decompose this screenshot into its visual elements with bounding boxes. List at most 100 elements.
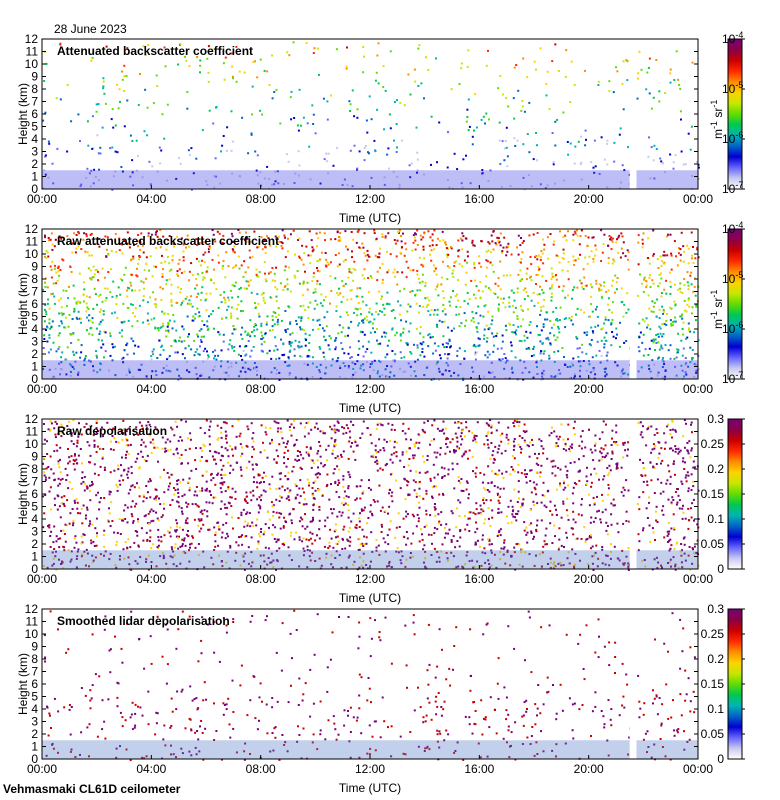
y-tick-label: 6 xyxy=(31,677,38,691)
y-tick-label: 7 xyxy=(31,475,38,489)
colorbar-tick-label: 0.15 xyxy=(701,677,725,691)
y-tick-label: 7 xyxy=(31,285,38,299)
y-tick-label: 5 xyxy=(31,690,38,704)
x-tick-label: 08:00 xyxy=(246,192,276,206)
colorbar-tick-label: 0 xyxy=(717,752,724,766)
y-tick-label: 12 xyxy=(25,32,39,46)
colorbar-tick-label: 10-5 xyxy=(722,80,743,96)
y-tick-label: 3 xyxy=(31,335,38,349)
y-tick-label: 0 xyxy=(31,562,38,576)
y-tick-label: 12 xyxy=(25,222,39,236)
colorbar-tick-label: 0.15 xyxy=(701,487,725,501)
heatmap-texture xyxy=(42,609,698,761)
y-tick-label: 10 xyxy=(25,627,39,641)
x-tick-label: 00:00 xyxy=(683,192,713,206)
colorbar xyxy=(727,38,743,190)
x-axis-label: Time (UTC) xyxy=(339,781,401,795)
y-tick-label: 11 xyxy=(26,615,39,629)
x-tick-label: 08:00 xyxy=(246,762,276,776)
footer-label: Vehmasmaki CL61D ceilometer xyxy=(3,782,181,796)
y-tick-label: 10 xyxy=(25,247,39,261)
x-tick-label: 00:00 xyxy=(27,382,57,396)
x-tick-label: 20:00 xyxy=(574,382,604,396)
plot-area xyxy=(42,609,698,759)
colorbar-tick-label: 0.25 xyxy=(701,627,725,641)
x-tick-label: 00:00 xyxy=(683,762,713,776)
x-tick-label: 00:00 xyxy=(27,192,57,206)
x-tick-label: 16:00 xyxy=(464,192,494,206)
y-tick-label: 4 xyxy=(31,702,38,716)
panel-title: Raw depolarisation xyxy=(57,424,167,438)
data-gap xyxy=(629,419,637,569)
colorbar-tick-label: 0.05 xyxy=(701,537,725,551)
data-gap xyxy=(629,229,637,379)
y-tick-label: 12 xyxy=(25,412,39,426)
y-tick-label: 1 xyxy=(31,170,38,184)
y-tick-label: 1 xyxy=(31,360,38,374)
plot-area xyxy=(42,419,698,569)
colorbar-tick-label: 0.05 xyxy=(701,727,725,741)
plot-area xyxy=(42,39,698,189)
y-tick-label: 10 xyxy=(25,437,39,451)
y-tick-label: 8 xyxy=(31,82,38,96)
y-axis-label: Height (km) xyxy=(16,273,30,335)
colorbar-tick-label: 0.25 xyxy=(701,437,725,451)
y-tick-label: 1 xyxy=(31,740,38,754)
colorbar xyxy=(727,228,743,380)
colorbar-tick-label: 10-5 xyxy=(722,270,743,286)
x-tick-label: 04:00 xyxy=(136,572,166,586)
y-axis-label: Height (km) xyxy=(16,83,30,145)
plot-area xyxy=(42,229,698,379)
y-tick-label: 2 xyxy=(31,537,38,551)
y-tick-label: 9 xyxy=(31,260,38,274)
y-tick-label: 3 xyxy=(31,525,38,539)
y-tick-label: 0 xyxy=(31,372,38,386)
y-tick-label: 11 xyxy=(26,235,39,249)
y-tick-label: 8 xyxy=(31,272,38,286)
heatmap-texture xyxy=(42,419,700,571)
x-tick-label: 00:00 xyxy=(683,382,713,396)
x-tick-label: 00:00 xyxy=(27,762,57,776)
y-tick-label: 1 xyxy=(31,550,38,564)
colorbar-tick-label: 0.2 xyxy=(707,462,724,476)
y-tick-label: 9 xyxy=(31,640,38,654)
y-tick-label: 11 xyxy=(26,425,39,439)
y-tick-label: 8 xyxy=(31,652,38,666)
y-tick-label: 5 xyxy=(31,120,38,134)
y-tick-label: 8 xyxy=(31,462,38,476)
colorbar-tick-label: 0.3 xyxy=(707,412,724,426)
x-axis-label: Time (UTC) xyxy=(339,401,401,415)
x-tick-label: 04:00 xyxy=(136,192,166,206)
colorbar-tick-label: 10-6 xyxy=(722,130,743,146)
x-tick-label: 12:00 xyxy=(355,192,385,206)
panel-title: Smoothed lidar depolarisation xyxy=(57,614,230,628)
x-tick-label: 04:00 xyxy=(136,382,166,396)
y-tick-label: 5 xyxy=(31,310,38,324)
panel-title: Attenuated backscatter coefficient xyxy=(57,44,253,58)
y-tick-label: 4 xyxy=(31,322,38,336)
y-tick-label: 2 xyxy=(31,157,38,171)
y-tick-label: 6 xyxy=(31,487,38,501)
date-label: 28 June 2023 xyxy=(54,22,127,36)
x-tick-label: 20:00 xyxy=(574,572,604,586)
data-gap xyxy=(629,39,637,189)
panel-title: Raw attenuated backscatter coefficient xyxy=(57,234,279,248)
x-tick-label: 08:00 xyxy=(246,572,276,586)
y-tick-label: 0 xyxy=(31,182,38,196)
y-tick-label: 4 xyxy=(31,512,38,526)
colorbar-tick-label: 0.1 xyxy=(707,512,724,526)
x-tick-label: 20:00 xyxy=(574,762,604,776)
x-axis-label: Time (UTC) xyxy=(339,591,401,605)
colorbar-tick-label: 0.2 xyxy=(707,652,724,666)
y-tick-label: 11 xyxy=(26,45,39,59)
colorbar-unit: m-1 sr-1 xyxy=(709,100,725,139)
x-tick-label: 12:00 xyxy=(355,762,385,776)
colorbar xyxy=(727,418,743,570)
y-tick-label: 9 xyxy=(31,70,38,84)
colorbar-tick-label: 10-4 xyxy=(722,220,743,236)
colorbar-tick-label: 10-7 xyxy=(722,180,743,196)
